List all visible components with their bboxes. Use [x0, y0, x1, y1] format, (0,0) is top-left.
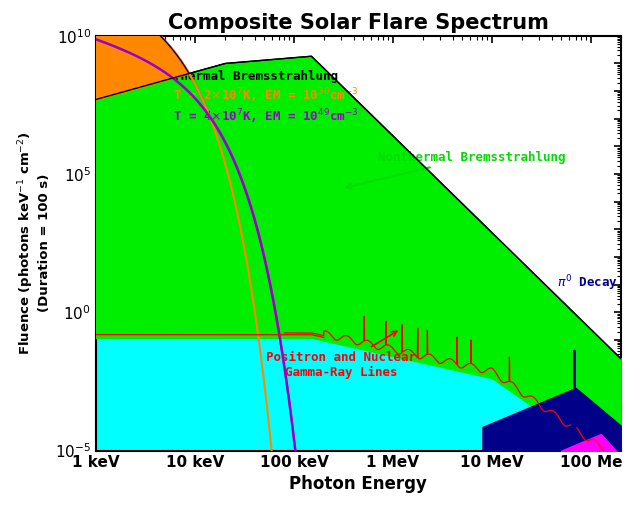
Title: Composite Solar Flare Spectrum: Composite Solar Flare Spectrum — [168, 13, 549, 33]
Text: Positron and Nuclear
Gamma-Ray Lines: Positron and Nuclear Gamma-Ray Lines — [266, 331, 416, 379]
Text: Nonthermal Bremsstrahlung: Nonthermal Bremsstrahlung — [346, 151, 565, 188]
X-axis label: Photon Energy: Photon Energy — [289, 475, 428, 493]
Y-axis label: Fluence (photons keV$^{-1}$ cm$^{-2}$)
(Duration = 100 s): Fluence (photons keV$^{-1}$ cm$^{-2}$) (… — [16, 131, 51, 355]
Text: T = 4$\times$10$^7$K, EM = 10$^{49}$cm$^{-3}$: T = 4$\times$10$^7$K, EM = 10$^{49}$cm$^… — [173, 108, 358, 126]
Text: T = 2$\times$10$^7$K, EM = 10$^{30}$cm$^{-3}$: T = 2$\times$10$^7$K, EM = 10$^{30}$cm$^… — [173, 87, 358, 105]
Text: $\pi^0$ Decay: $\pi^0$ Decay — [557, 273, 618, 293]
Text: Thermal Bremsstrahlung: Thermal Bremsstrahlung — [173, 70, 338, 83]
